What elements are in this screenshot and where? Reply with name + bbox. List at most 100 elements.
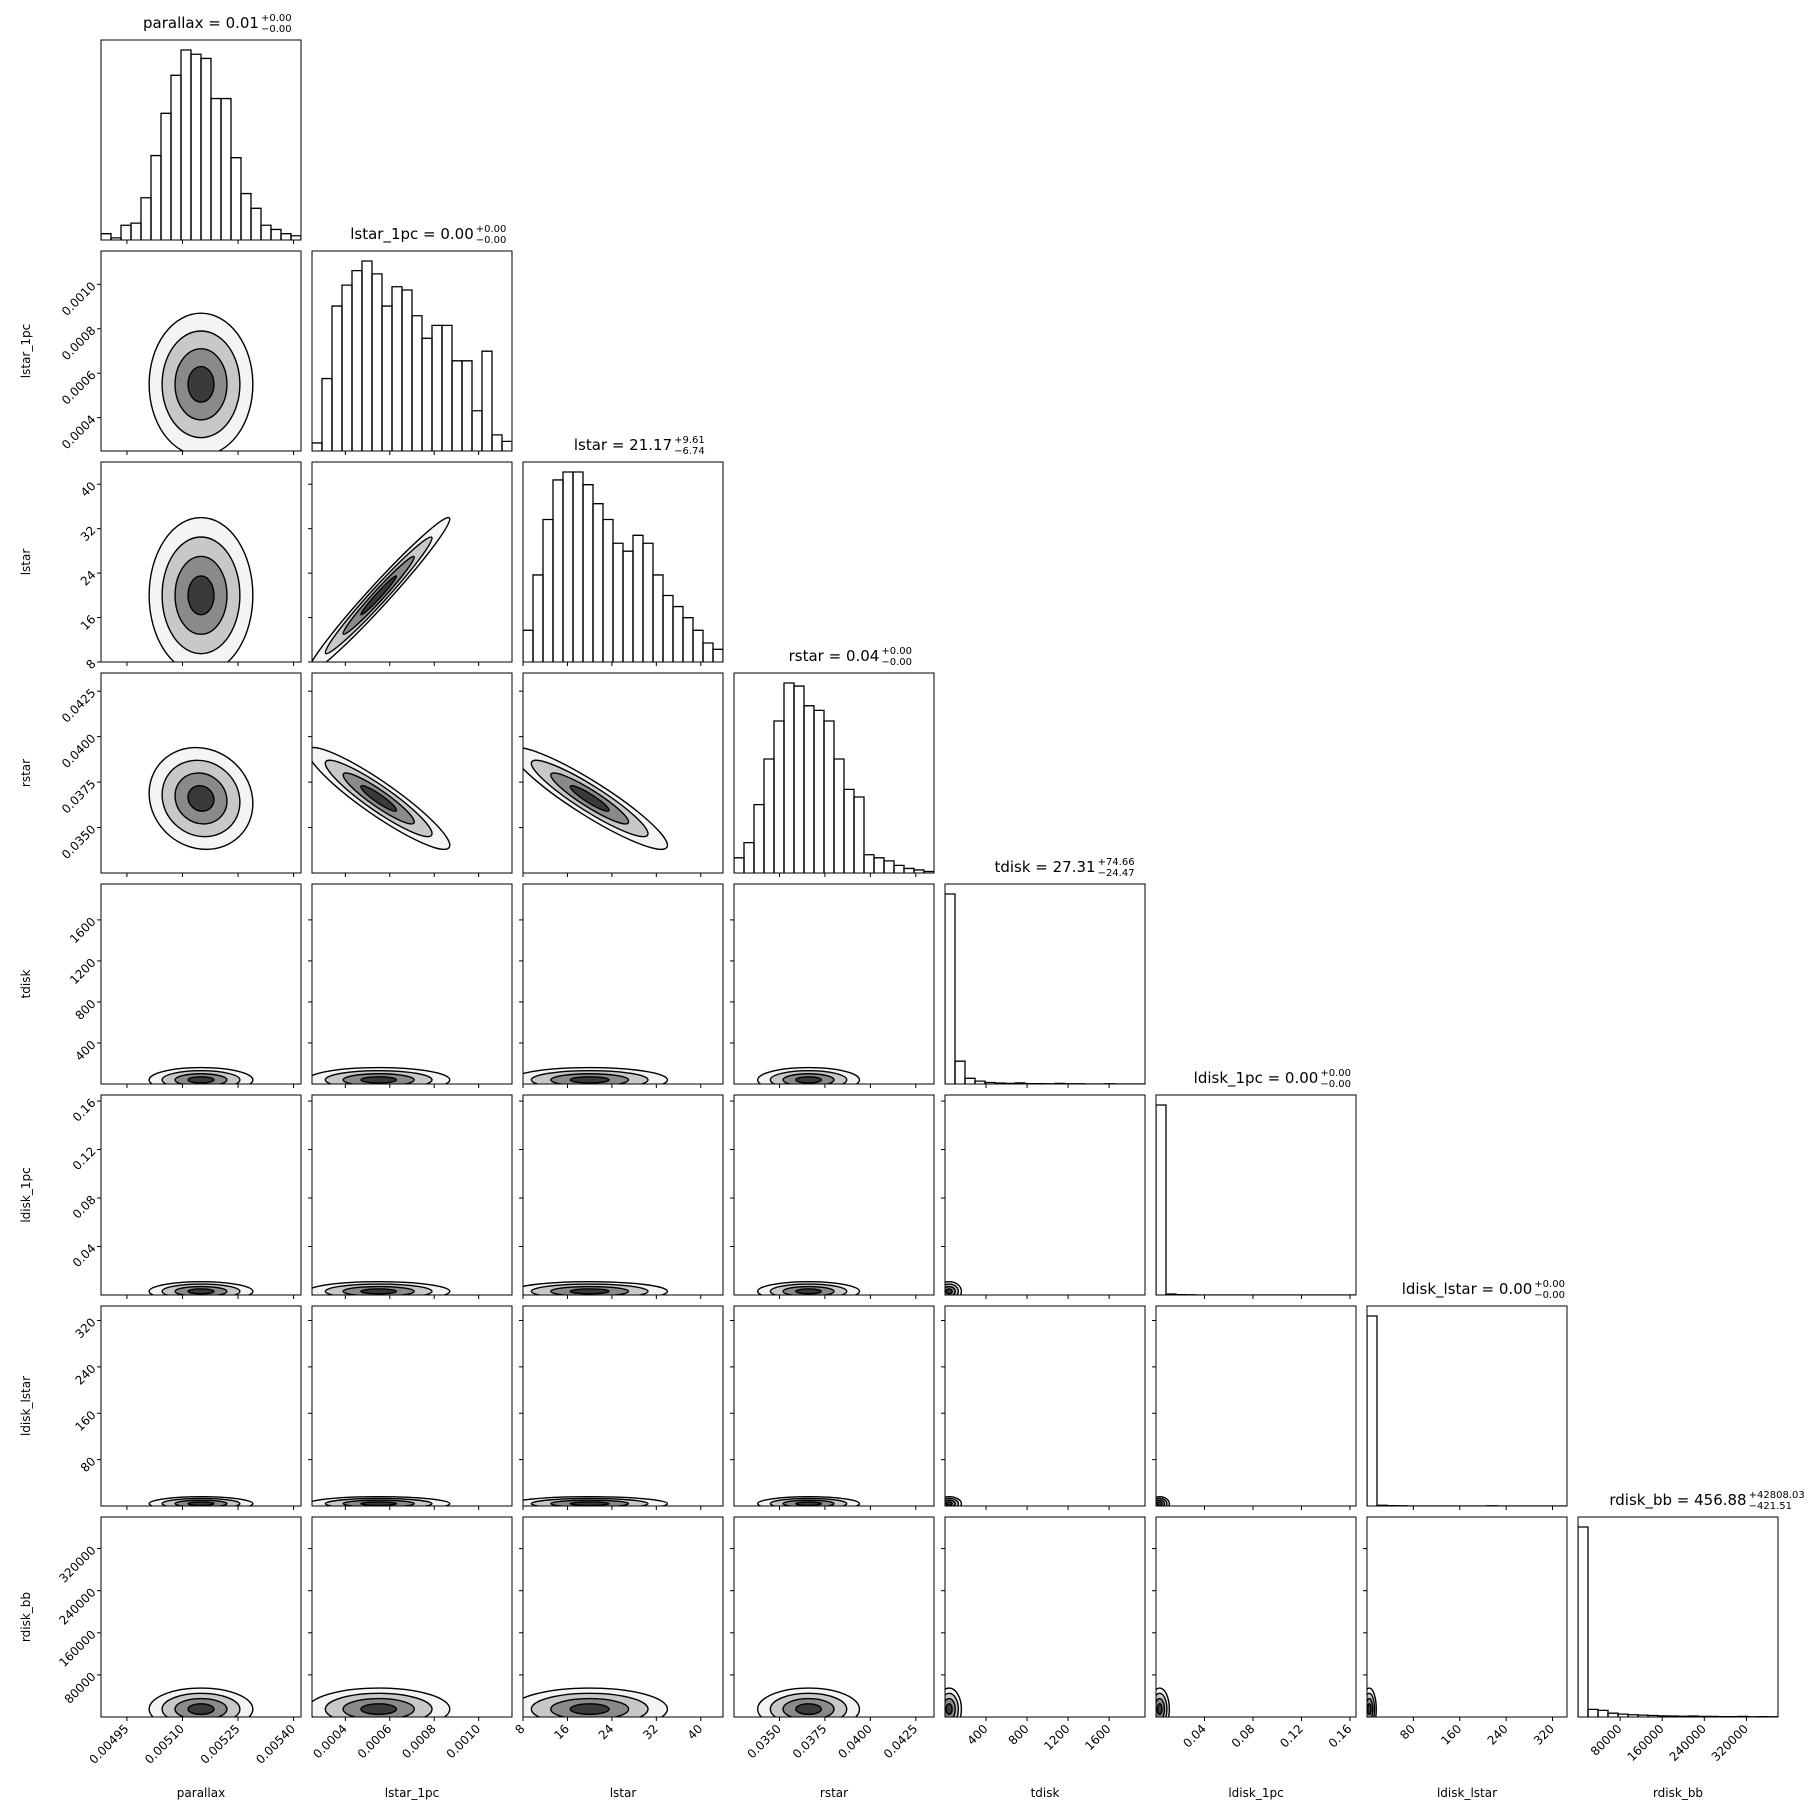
hist-bin xyxy=(230,157,242,240)
contour xyxy=(1367,1703,1372,1716)
hist-bin xyxy=(652,574,664,662)
panel-frame xyxy=(1155,1094,1357,1296)
x-tick-label: 400 xyxy=(965,1722,991,1748)
hist-bin xyxy=(964,1077,976,1084)
panel-title: tdisk = 27.31 xyxy=(994,858,1095,876)
y-tick-label: 80000 xyxy=(62,1670,99,1707)
density xyxy=(148,1496,254,1506)
y-tick-label: 320000 xyxy=(56,1543,98,1585)
x-tick-label: 0.0004 xyxy=(310,1722,350,1762)
density xyxy=(312,1280,451,1295)
hist-bin xyxy=(813,709,825,873)
hist-bin xyxy=(501,440,512,451)
hist-bin xyxy=(441,324,453,451)
contour xyxy=(360,1288,398,1295)
panel-frame xyxy=(733,1094,935,1296)
y-tick-label: 0.0400 xyxy=(59,731,99,771)
contour xyxy=(795,1076,822,1084)
hist-bin xyxy=(200,57,212,240)
hist-bin xyxy=(381,305,393,451)
title-plus: +0.00 xyxy=(1534,1279,1565,1290)
contour xyxy=(187,365,215,403)
title-plus: +9.61 xyxy=(674,435,705,446)
x-tick-label: 0.0006 xyxy=(355,1722,395,1762)
hist-bin xyxy=(692,629,704,662)
hist-bin xyxy=(481,350,493,451)
hist-bin xyxy=(843,788,855,873)
density xyxy=(756,1280,861,1295)
x-tick-label: 0.00540 xyxy=(253,1722,298,1767)
title-plus: +0.00 xyxy=(881,646,912,657)
contour xyxy=(569,1288,610,1295)
density xyxy=(523,1280,669,1295)
y-tick-label: 160 xyxy=(72,1408,98,1434)
hist-bin xyxy=(190,53,202,240)
panel-title: parallax = 0.01 xyxy=(143,14,259,32)
contour xyxy=(360,1703,398,1716)
y-tick-label: 240000 xyxy=(56,1585,98,1627)
y-tick-label: 0.0004 xyxy=(59,412,99,452)
hist-bin xyxy=(461,360,473,451)
panel-frame xyxy=(100,672,302,874)
y-axis-label: rdisk_bb xyxy=(19,1592,33,1642)
histogram xyxy=(1156,1104,1356,1295)
hist-bin xyxy=(210,97,222,240)
hist-bin xyxy=(702,642,714,662)
hist-bin xyxy=(431,324,443,451)
y-tick-label: 0.04 xyxy=(70,1241,99,1270)
panel-frame xyxy=(733,1305,935,1507)
x-tick-label: 0.0375 xyxy=(790,1722,830,1762)
hist-bin xyxy=(954,1060,966,1084)
x-tick-label: 320 xyxy=(1531,1722,1557,1748)
hist-bin xyxy=(572,471,584,662)
hist-bin xyxy=(562,471,574,662)
hist-bin xyxy=(180,49,192,240)
x-tick-label: 800 xyxy=(1006,1722,1032,1748)
title-minus: −0.00 xyxy=(261,24,292,35)
title-minus: −421.51 xyxy=(1749,1501,1792,1512)
x-tick-label: 0.0350 xyxy=(744,1722,784,1762)
density xyxy=(756,1496,861,1506)
x-tick-label: 240 xyxy=(1485,1722,1511,1748)
hist-bin xyxy=(582,484,594,662)
hist-bin xyxy=(863,854,875,873)
x-axis-label: rdisk_bb xyxy=(1653,1786,1703,1800)
panel-frame xyxy=(311,461,513,663)
hist-bin xyxy=(351,270,363,451)
panel-frame xyxy=(100,1094,302,1296)
hist-bin xyxy=(371,273,383,451)
hist-bin xyxy=(672,605,684,662)
panel-frame xyxy=(100,883,302,1085)
panel-frame xyxy=(311,1094,513,1296)
hist-bin xyxy=(642,542,654,662)
hist-bin xyxy=(783,682,795,873)
hist-bin xyxy=(1607,1712,1619,1717)
hist-bin xyxy=(290,235,301,240)
y-tick-label: 0.0006 xyxy=(59,368,99,408)
histogram xyxy=(1367,1315,1567,1506)
hist-bin xyxy=(773,720,785,873)
hist-bin xyxy=(793,685,805,873)
hist-bin xyxy=(853,796,865,873)
hist-bin xyxy=(491,434,503,451)
panel-frame xyxy=(522,461,724,663)
y-tick-label: 0.0425 xyxy=(59,686,99,726)
panel-title: rstar = 0.04 xyxy=(789,647,880,665)
panel-frame xyxy=(100,1305,302,1507)
hist-bin xyxy=(160,112,172,240)
density xyxy=(756,1066,861,1084)
histogram xyxy=(945,893,1145,1084)
panel-frame xyxy=(522,1516,724,1718)
x-axis-label: lstar_1pc xyxy=(385,1786,439,1800)
x-tick-label: 1200 xyxy=(1041,1722,1072,1753)
x-tick-label: 240000 xyxy=(1667,1722,1709,1764)
panel-frame xyxy=(1577,1516,1779,1718)
density xyxy=(523,1496,669,1506)
hist-bin xyxy=(734,857,745,873)
panel-frame xyxy=(100,461,302,663)
density xyxy=(945,1496,963,1506)
y-tick-label: 0.12 xyxy=(70,1144,99,1173)
contour xyxy=(795,1703,822,1716)
hist-bin xyxy=(361,260,373,451)
